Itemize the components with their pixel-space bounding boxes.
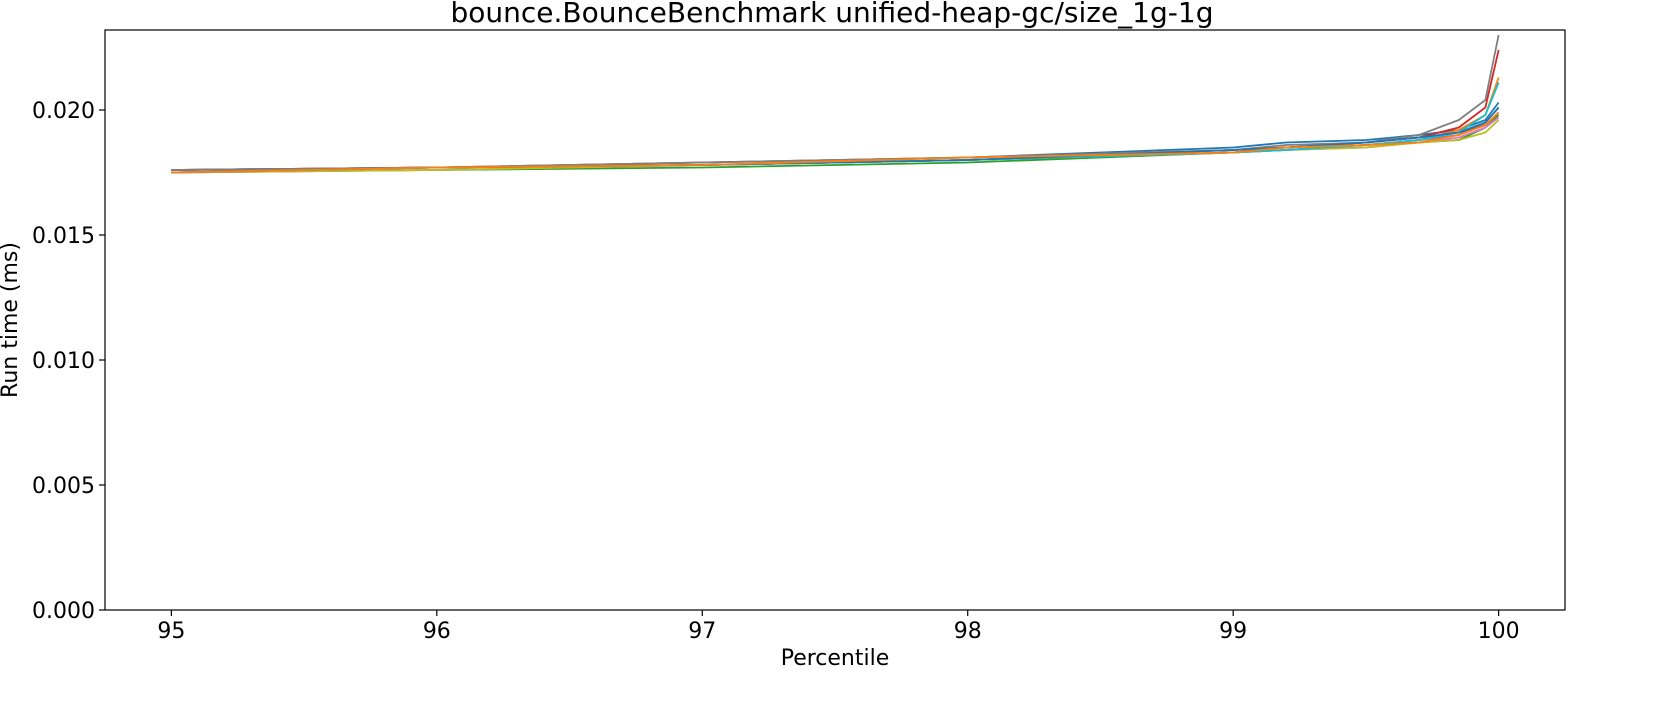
x-tick-label: 95: [157, 619, 185, 644]
x-tick-label: 97: [688, 619, 716, 644]
series-line-12: [171, 111, 1500, 174]
x-axis: 95 96 97 98 99 100: [157, 610, 1520, 644]
y-tick-label: 0.010: [32, 349, 95, 374]
series-line-11: [171, 106, 1500, 174]
x-tick-label: 96: [423, 619, 451, 644]
x-tick-label: 99: [1219, 619, 1247, 644]
series-line-10: [171, 82, 1500, 174]
series-line-2: [171, 77, 1500, 174]
x-axis-label: Percentile: [781, 646, 890, 671]
y-axis-label: Run time (ms): [0, 242, 23, 398]
series-line-4: [171, 49, 1500, 171]
series-layer: [171, 34, 1500, 174]
chart-title: bounce.BounceBenchmark unified-heap-gc/s…: [451, 0, 1214, 29]
plot-area-frame: [104, 29, 1566, 611]
y-axis: 0.000 0.005 0.010 0.015 0.020: [32, 99, 105, 624]
y-tick-label: 0.005: [32, 474, 95, 499]
x-tick-label: 100: [1478, 619, 1520, 644]
y-tick-label: 0.020: [32, 99, 95, 124]
y-tick-label: 0.000: [32, 599, 95, 624]
x-tick-label: 98: [954, 619, 982, 644]
y-tick-label: 0.015: [32, 224, 95, 249]
series-line-8: [171, 34, 1500, 171]
